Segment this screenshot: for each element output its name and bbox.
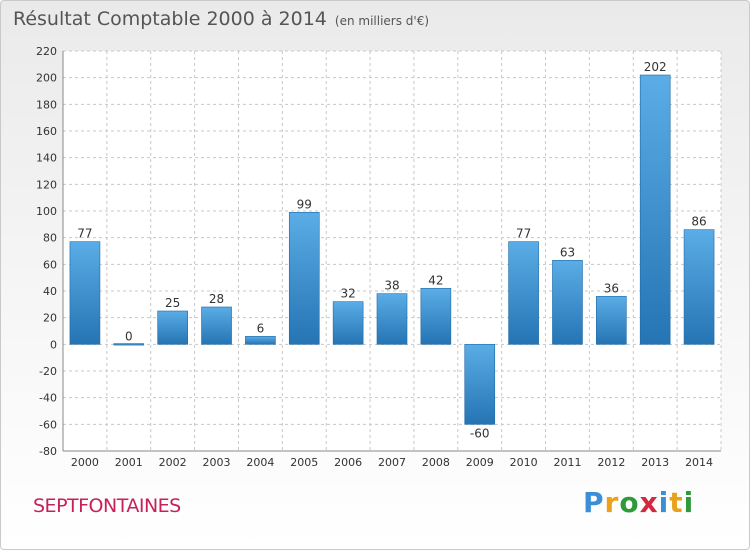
bar-2012 xyxy=(596,296,627,345)
x-tick-label: 2001 xyxy=(115,456,143,469)
plot-area xyxy=(63,51,721,451)
x-tick-label: 2010 xyxy=(510,456,538,469)
bar-value-label: 0 xyxy=(125,329,133,343)
logo-letter: o xyxy=(619,486,640,519)
chart-unit: (en milliers d'€) xyxy=(334,14,430,28)
x-tick-label: 2008 xyxy=(422,456,450,469)
bar-2002 xyxy=(157,310,188,345)
y-tick-label: 100 xyxy=(36,205,57,218)
y-tick-label: 120 xyxy=(36,178,57,191)
bar-value-label: 38 xyxy=(384,279,399,293)
bar-2000 xyxy=(69,241,101,345)
axes: -80-60-40-200204060801001201401601802002… xyxy=(36,45,721,469)
x-tick-label: 2011 xyxy=(553,456,581,469)
x-tick-label: 2002 xyxy=(159,456,187,469)
y-tick-label: -80 xyxy=(39,445,57,458)
bar-2009 xyxy=(464,344,496,425)
bars: 77 0 25 28 6 99 32 38 42 -60 77 63 36 202 86 xyxy=(69,60,715,440)
bar-2007 xyxy=(376,293,408,345)
bar-value-label: 25 xyxy=(165,296,180,310)
bar-value-label: 77 xyxy=(77,227,92,241)
y-tick-label: -60 xyxy=(39,418,57,431)
chart-title: Résultat Comptable 2000 à 2014 (en millie… xyxy=(13,8,429,30)
y-tick-label: 160 xyxy=(36,125,57,138)
proxiti-logo: Proxiti xyxy=(583,486,694,519)
bar-value-label: 99 xyxy=(297,197,312,211)
bar-2008 xyxy=(420,288,452,345)
x-tick-label: 2005 xyxy=(290,456,318,469)
logo-letter: x xyxy=(639,486,659,519)
logo-letter: P xyxy=(583,486,605,519)
logo-letter: r xyxy=(604,486,620,519)
x-tick-label: 2009 xyxy=(466,456,494,469)
y-tick-label: 200 xyxy=(36,72,57,85)
bar-2004 xyxy=(245,336,276,345)
y-tick-label: -20 xyxy=(39,365,57,378)
bar-2001 xyxy=(113,343,145,346)
bar-2005 xyxy=(288,212,320,345)
bar-value-label: 6 xyxy=(257,321,265,335)
x-tick-label: 2014 xyxy=(685,456,713,469)
bar-value-label: 32 xyxy=(340,287,355,301)
y-tick-label: 140 xyxy=(36,152,57,165)
bar-2006 xyxy=(332,301,364,345)
bar-value-label: -60 xyxy=(470,426,490,440)
bar-2010 xyxy=(508,241,539,345)
bar-2013 xyxy=(639,74,671,345)
y-tick-label: 220 xyxy=(36,45,57,58)
bar-value-label: 42 xyxy=(428,273,443,287)
x-tick-label: 2007 xyxy=(378,456,406,469)
bar-value-label: 28 xyxy=(209,292,224,306)
y-tick-label: 20 xyxy=(43,312,57,325)
bar-value-label: 202 xyxy=(644,60,667,74)
y-tick-label: -40 xyxy=(39,392,57,405)
bar-2003 xyxy=(201,306,232,345)
logo-letter: i xyxy=(658,486,670,519)
x-tick-label: 2012 xyxy=(597,456,625,469)
logo-letter: i xyxy=(683,486,695,519)
x-tick-label: 2013 xyxy=(641,456,669,469)
grid-lines xyxy=(62,50,722,452)
x-tick-label: 2004 xyxy=(246,456,274,469)
bar-value-label: 86 xyxy=(691,215,706,229)
bar-value-label: 77 xyxy=(516,227,531,241)
x-tick-label: 2000 xyxy=(71,456,99,469)
x-tick-label: 2006 xyxy=(334,456,362,469)
bar-2014 xyxy=(683,229,715,345)
y-tick-label: 60 xyxy=(43,258,57,271)
commune-name: SEPTFONTAINES xyxy=(33,495,181,517)
bar-2011 xyxy=(552,260,583,345)
x-tick-label: 2003 xyxy=(203,456,231,469)
bar-value-label: 36 xyxy=(604,281,619,295)
y-tick-label: 0 xyxy=(50,338,57,351)
y-tick-label: 180 xyxy=(36,98,57,111)
bar-value-label: 63 xyxy=(560,245,575,259)
logo-letter: t xyxy=(669,486,684,519)
y-tick-label: 40 xyxy=(43,285,57,298)
y-tick-label: 80 xyxy=(43,232,57,245)
chart-title-text: Résultat Comptable 2000 à 2014 xyxy=(13,8,327,30)
